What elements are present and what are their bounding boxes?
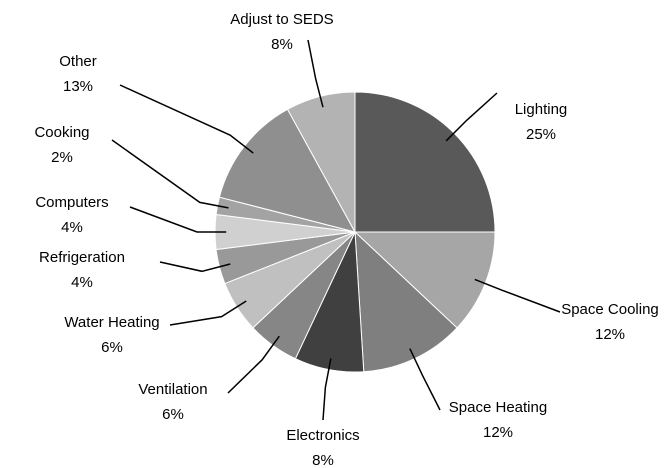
slice-label: Other (59, 53, 97, 70)
leader-line (445, 92, 498, 142)
slice-value: 4% (71, 274, 93, 291)
slice-label: Refrigeration (39, 249, 125, 266)
slice-value: 4% (61, 219, 83, 236)
slice-value: 6% (162, 406, 184, 423)
slice-value: 2% (51, 149, 73, 166)
slice-label: Computers (35, 194, 108, 211)
leader-line (129, 206, 227, 233)
slice-value: 12% (483, 424, 513, 441)
slice-value: 12% (595, 326, 625, 343)
slice-value: 8% (312, 452, 334, 468)
slice-value: 6% (101, 339, 123, 356)
slice-value: 13% (63, 78, 93, 95)
slice-label: Electronics (286, 427, 359, 444)
slice-label: Ventilation (138, 381, 207, 398)
slice-label: Water Heating (64, 314, 159, 331)
leader-line (169, 300, 247, 326)
leader-line (227, 335, 280, 394)
slice-label: Cooking (34, 124, 89, 141)
leader-line (159, 261, 231, 273)
leader-line (119, 84, 254, 154)
slice-label: Lighting (515, 101, 568, 118)
leader-line (307, 39, 324, 108)
leader-line (111, 139, 229, 209)
leader-line (474, 278, 561, 313)
slice-label: Adjust to SEDS (230, 11, 333, 28)
leader-line (409, 348, 441, 411)
slice-label: Space Cooling (561, 301, 659, 318)
slice-label: Space Heating (449, 399, 547, 416)
leader-line (322, 358, 332, 421)
slice-value: 25% (526, 126, 556, 143)
slice-value: 8% (271, 36, 293, 53)
